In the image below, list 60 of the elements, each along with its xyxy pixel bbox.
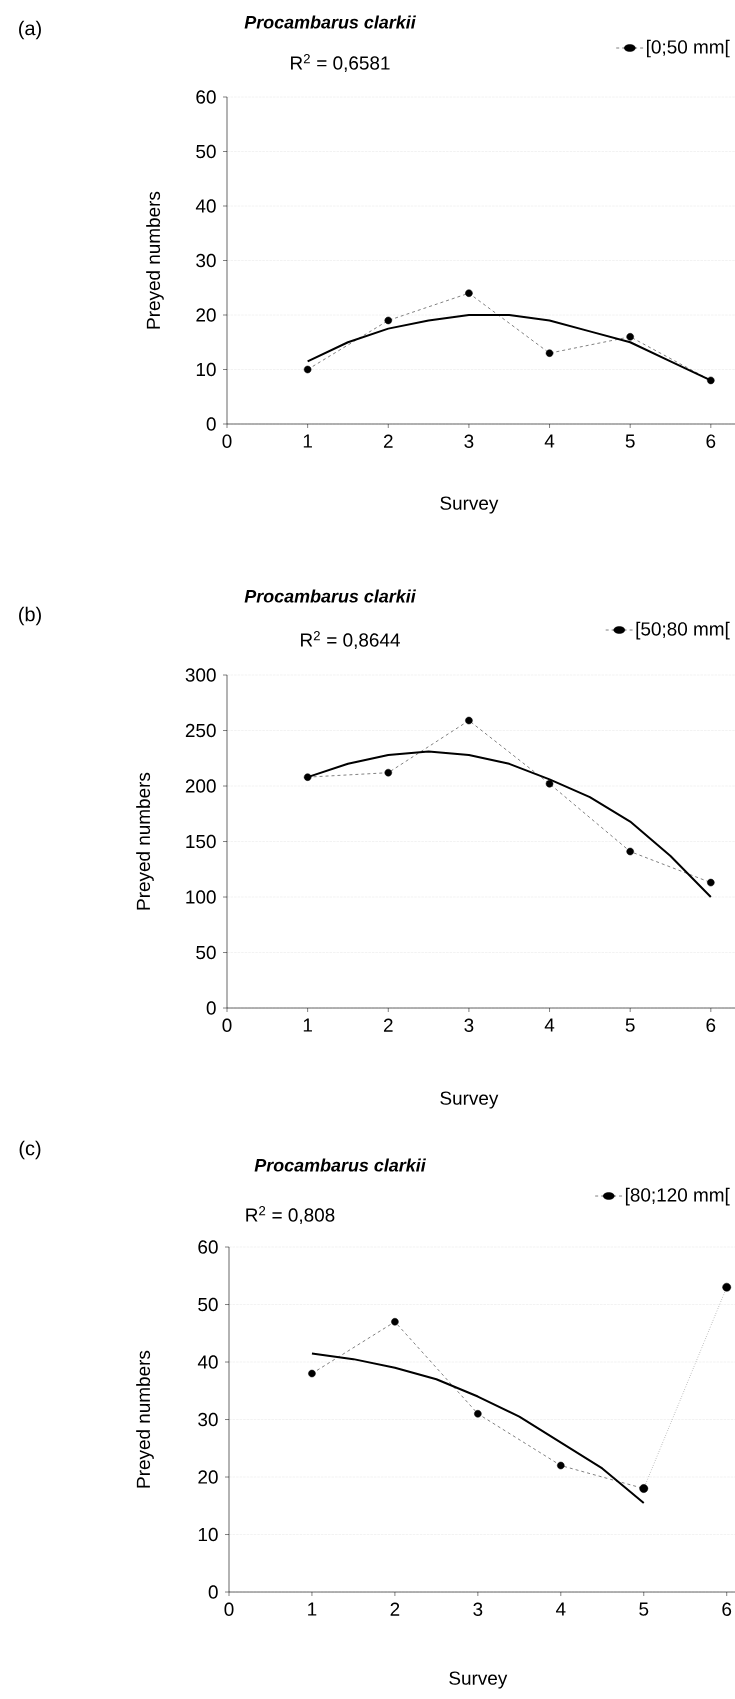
y-tick-label: 30 [198,1412,218,1427]
chart-title: Procambarus clarkii [244,15,417,29]
chart-title: Procambarus clarkii [254,1158,427,1172]
y-axis-title: Preyed numbers [136,1350,154,1488]
y-tick-label: 60 [196,90,216,104]
x-tick-label: 1 [303,1018,312,1032]
x-tick-label: 3 [464,434,474,448]
x-tick-label: 4 [544,434,555,448]
y-tick-label: 0 [208,1585,218,1599]
x-tick-label: 4 [555,1602,566,1616]
text: R$^{2}$ = 0,808 [246,1206,335,1224]
y-axis-title: Preyed numbers [146,191,164,329]
y-tick-label: 20 [198,1470,218,1484]
y-tick-label: 300 [185,668,216,682]
y-tick-label: 0 [206,417,216,431]
x-tick-label: 3 [464,1018,474,1032]
text: R$^{2}$ = 0,6581 [291,54,390,72]
text: (b) [19,606,41,626]
x-tick-label: 5 [639,1602,649,1616]
x-tick-label: 6 [722,1602,732,1616]
text: (a) [19,20,41,40]
x-tick-label: 2 [383,1018,393,1032]
x-tick-label: 1 [303,434,312,448]
x-tick-label: 3 [473,1602,483,1616]
x-tick-label: 6 [706,434,716,448]
x-tick-label: 0 [224,1602,234,1616]
y-tick-label: 10 [198,1527,218,1542]
y-tick-label: 250 [185,723,216,738]
y-tick-label: 50 [198,1297,218,1312]
x-tick-label: 2 [390,1602,400,1616]
text: R$^{2}$ = 0,8644 [301,631,400,649]
legend-label: [0;50 mm[ [647,39,730,58]
y-tick-label: 100 [186,890,216,904]
x-tick-label: 5 [625,434,635,448]
y-tick-label: 20 [196,308,216,322]
x-axis-title: Survey [449,1671,508,1689]
y-tick-label: 10 [196,362,216,377]
chart-title: Procambarus clarkii [244,589,417,603]
x-tick-label: 5 [625,1018,635,1032]
y-axis-title: Preyed numbers [136,772,154,910]
x-tick-label: 2 [383,434,393,448]
y-tick-label: 50 [196,945,216,960]
x-tick-label: 6 [706,1018,716,1032]
x-tick-label: 0 [222,434,232,448]
y-tick-label: 150 [186,834,216,849]
y-tick-label: 60 [198,1240,218,1254]
y-tick-label: 50 [196,144,216,159]
x-axis-title: Survey [440,1091,499,1109]
legend-label: [80;120 mm[ [625,1187,730,1206]
text: (c) [19,1140,41,1160]
legend-label: [50;80 mm[ [636,621,730,640]
y-tick-label: 200 [185,779,216,793]
x-tick-label: 1 [308,1602,317,1616]
y-tick-label: 40 [197,1355,218,1369]
y-tick-label: 0 [206,1001,216,1015]
x-tick-label: 0 [222,1018,232,1032]
y-tick-label: 30 [196,253,216,268]
x-axis-title: Survey [440,496,499,514]
x-tick-label: 4 [544,1018,555,1032]
y-tick-label: 40 [195,199,216,213]
